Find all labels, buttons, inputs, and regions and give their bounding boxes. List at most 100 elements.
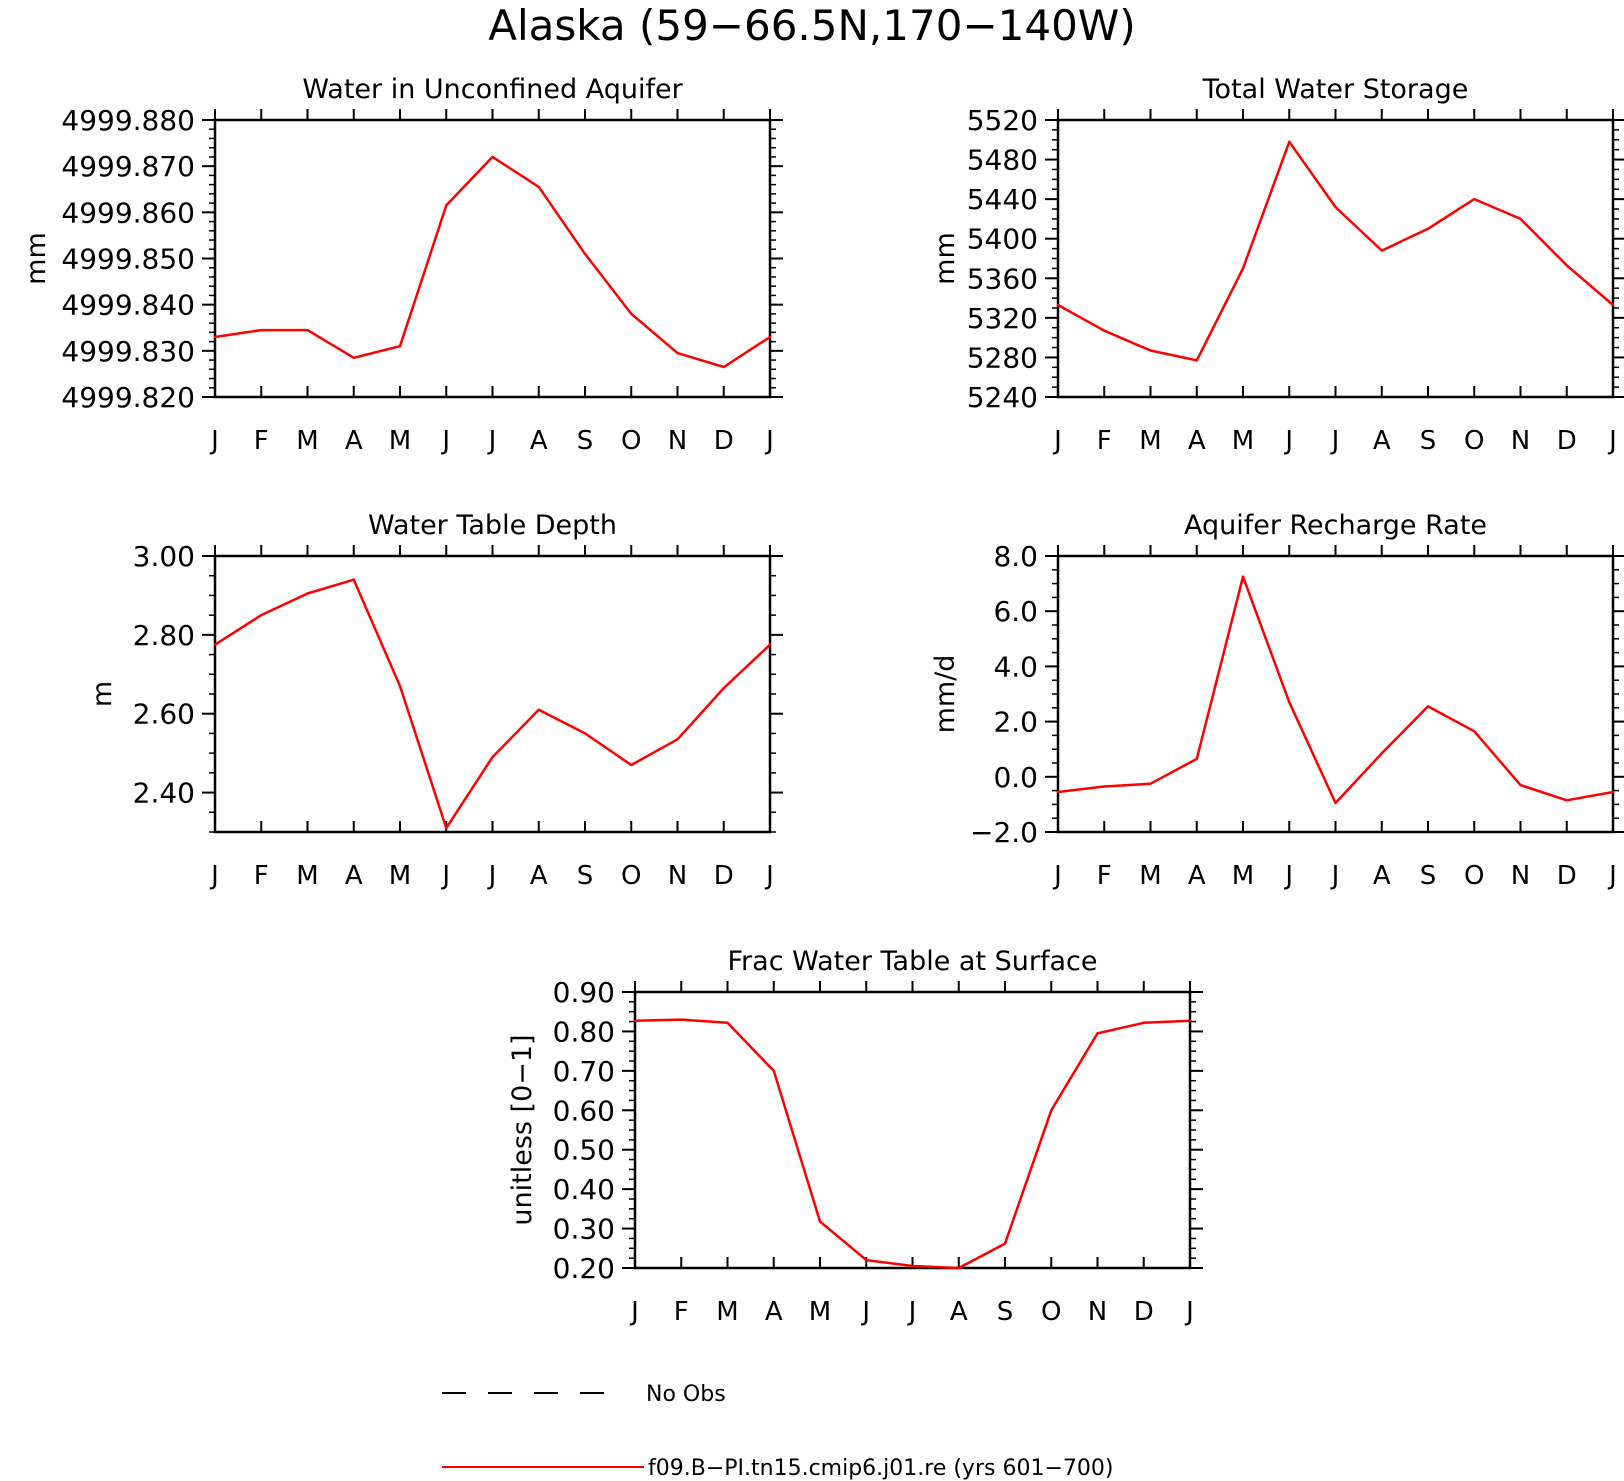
data-point: [1519, 783, 1522, 787]
x-tick-label: O: [1464, 426, 1484, 456]
x-tick-label: M: [716, 1297, 738, 1327]
data-point: [1195, 359, 1198, 362]
y-axis-label: unitless [0−1]: [507, 1034, 538, 1225]
data-point: [1241, 575, 1245, 578]
y-tick-label: 0.40: [553, 1173, 615, 1206]
x-tick-label: A: [1373, 426, 1391, 456]
x-tick-label: J: [440, 426, 450, 456]
data-point: [1380, 249, 1383, 252]
data-point: [1096, 1032, 1099, 1035]
data-point: [676, 351, 679, 355]
data-point: [213, 335, 217, 339]
data-point: [1241, 267, 1245, 270]
x-tick-label: J: [860, 1297, 870, 1327]
x-tick-label: M: [296, 426, 318, 456]
x-tick-label: J: [1330, 426, 1340, 456]
x-tick-label: J: [1052, 426, 1062, 456]
y-tick-label: 0.20: [553, 1252, 615, 1285]
x-tick-label: J: [1330, 861, 1340, 891]
data-point: [1288, 701, 1291, 704]
data-point: [306, 592, 309, 595]
data-point: [865, 1258, 868, 1262]
y-tick-label: 4999.830: [61, 335, 195, 368]
y-axis-label: m: [87, 681, 118, 707]
data-point: [1426, 227, 1430, 231]
y-axis-label: mm/d: [930, 655, 961, 734]
x-tick-label: J: [1607, 861, 1617, 891]
x-tick-label: A: [1188, 426, 1206, 456]
x-tick-label: J: [1283, 861, 1293, 891]
panel-title: Aquifer Recharge Rate: [1184, 510, 1487, 541]
y-tick-label: 6.0: [993, 595, 1038, 628]
y-tick-label: 4999.840: [61, 289, 195, 322]
panel-total-water-storage: J F M A M J J A S O N D J524052805320536054005440548…: [930, 74, 1624, 456]
data-point: [583, 732, 587, 735]
x-tick-label: A: [950, 1297, 968, 1327]
x-tick-label: J: [1184, 1297, 1194, 1327]
panel-title: Water in Unconfined Aquifer: [302, 74, 683, 105]
y-tick-label: 5400: [967, 223, 1038, 256]
data-point: [1103, 785, 1106, 788]
y-tick-label: 0.90: [553, 976, 615, 1009]
x-tick-label: N: [1088, 1297, 1107, 1327]
x-tick-label: N: [1511, 861, 1530, 891]
x-tick-label: J: [1607, 426, 1617, 456]
data-point: [260, 613, 263, 617]
data-point: [1611, 790, 1615, 794]
y-tick-label: 0.80: [553, 1015, 615, 1048]
data-point: [722, 365, 725, 369]
x-tick-label: O: [1464, 861, 1484, 891]
series-line: [1057, 140, 1614, 362]
x-tick-label: O: [621, 426, 641, 456]
data-point: [1426, 705, 1430, 708]
data-point: [1188, 1019, 1192, 1022]
data-point: [491, 755, 494, 759]
data-point: [1050, 1109, 1053, 1112]
x-tick-label: J: [907, 1297, 917, 1327]
y-tick-label: 2.0: [993, 706, 1038, 739]
y-tick-label: 5240: [967, 381, 1038, 414]
series-line: [214, 578, 771, 830]
data-point: [491, 155, 494, 159]
x-tick-label: S: [1420, 861, 1437, 891]
data-point: [583, 252, 587, 256]
x-tick-label: F: [254, 861, 269, 891]
data-point: [1103, 329, 1106, 332]
x-tick-label: M: [389, 861, 411, 891]
data-point: [633, 1019, 637, 1022]
plot-frame: [1056, 554, 1615, 834]
panel-water-in-unconfined-aquifer: J F M A M J J A S O N D J4999.8204999.8304999.840499…: [21, 74, 783, 456]
x-tick-label: S: [997, 1297, 1014, 1327]
y-tick-label: 4999.820: [61, 381, 195, 414]
x-tick-label: J: [1052, 861, 1062, 891]
x-tick-label: O: [1041, 1297, 1061, 1327]
x-tick-label: A: [1188, 861, 1206, 891]
y-tick-label: 5360: [967, 262, 1038, 295]
data-point: [1142, 1021, 1145, 1024]
plot-frame: [633, 990, 1192, 1270]
data-point: [398, 684, 402, 688]
panel-title: Water Table Depth: [368, 510, 617, 541]
data-point: [1149, 349, 1152, 352]
data-point: [352, 356, 355, 359]
y-tick-label: 4999.850: [61, 243, 195, 276]
x-tick-label: N: [668, 861, 687, 891]
panel-title: Total Water Storage: [1202, 74, 1469, 105]
x-tick-label: A: [1373, 861, 1391, 891]
data-point: [1565, 799, 1568, 802]
data-point: [1149, 782, 1152, 785]
x-tick-label: J: [209, 426, 219, 456]
y-axis-label: mm: [930, 232, 961, 285]
data-point: [722, 686, 725, 690]
plot-frame: [1056, 118, 1615, 399]
y-tick-label: 5480: [967, 144, 1038, 177]
x-tick-label: D: [714, 426, 734, 456]
data-point: [537, 185, 540, 189]
data-point: [352, 578, 355, 581]
x-tick-label: M: [1139, 426, 1161, 456]
legend-label-model-run: f09.B−PI.tn15.cmip6.j01.re (yrs 601−700): [648, 1456, 1113, 1481]
data-point: [726, 1021, 729, 1024]
data-point: [537, 708, 540, 711]
